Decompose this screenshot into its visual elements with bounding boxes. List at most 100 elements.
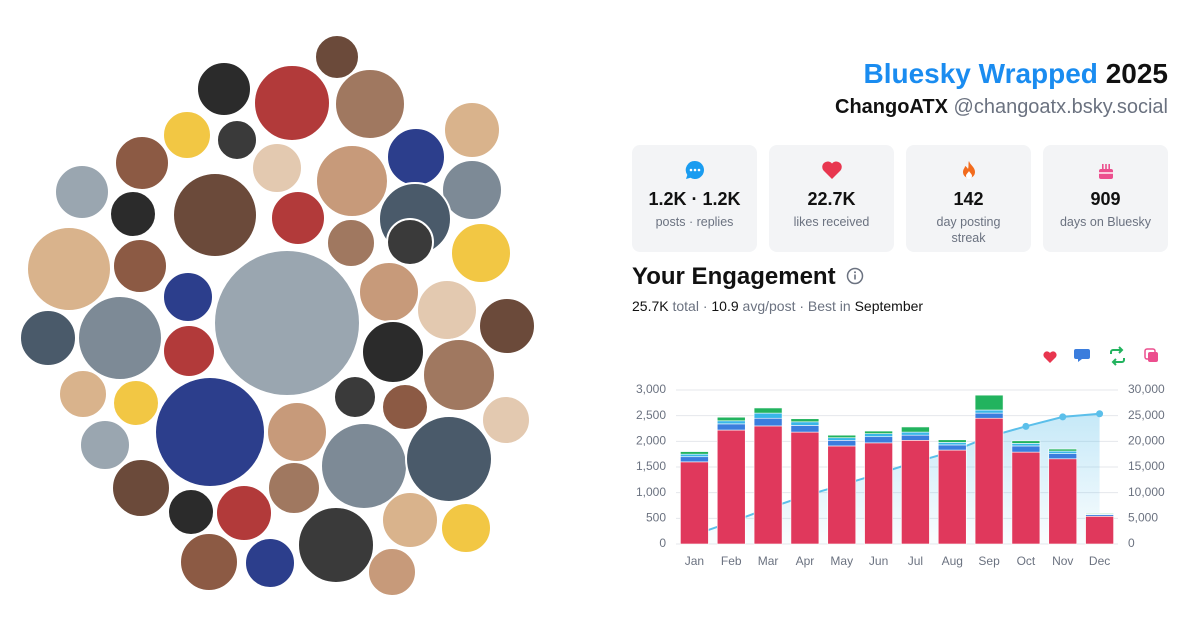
bar-segment: [753, 407, 783, 414]
bar-segment: [974, 417, 1004, 545]
bar-segment: [937, 442, 967, 446]
stat-card: 1.2K · 1.2K posts · replies: [632, 145, 757, 252]
line-point: [985, 433, 993, 441]
avatar: [333, 375, 377, 419]
bar-segment: [901, 434, 930, 441]
bar-segment: [680, 456, 709, 463]
bar-segment: [753, 417, 783, 427]
avatar: [450, 222, 512, 284]
legend-icon[interactable]: [1148, 352, 1158, 362]
bar-segment: [1048, 458, 1078, 545]
avatar: [367, 547, 417, 597]
legend-icon[interactable]: [1144, 348, 1156, 360]
summary: 25.7K total · 10.9 avg/post · Best in Se…: [632, 298, 923, 314]
bar-segment: [827, 440, 857, 447]
avatar: [441, 159, 503, 221]
avatar: [26, 226, 112, 312]
avatar: [196, 61, 252, 117]
bar-segment: [1085, 513, 1114, 516]
avatar: [172, 172, 258, 258]
avatar: [244, 537, 296, 589]
bar-segment: [790, 421, 820, 426]
y2-tick-label: 10,000: [1128, 485, 1165, 499]
avatar: [253, 64, 331, 142]
avatar: [478, 297, 536, 355]
avatar: [334, 68, 406, 140]
x-tick-label: Feb: [721, 554, 742, 568]
avatar: [19, 309, 77, 367]
bar-segment: [937, 449, 967, 545]
bar-segment: [1011, 440, 1041, 444]
x-tick-label: Jan: [685, 554, 704, 568]
avatar: [109, 190, 157, 238]
icon: [1098, 164, 1113, 179]
avatar: [381, 383, 429, 431]
avatar: [162, 110, 212, 160]
y2-tick-label: 20,000: [1128, 434, 1165, 448]
brand: Bluesky Wrapped: [863, 58, 1098, 89]
info-icon[interactable]: [846, 267, 864, 285]
bar-segment: [901, 440, 930, 545]
avatar: [112, 238, 168, 294]
x-tick-label: Dec: [1089, 554, 1110, 568]
y2-tick-label: 0: [1128, 536, 1135, 550]
user: ChangoATX @changoatx.bsky.social: [835, 96, 1168, 119]
line-point: [727, 518, 735, 526]
avatar: [179, 532, 239, 592]
avatar: [386, 218, 434, 266]
bar-segment: [974, 409, 1004, 414]
stat-value: 22.7K: [807, 189, 856, 209]
avatar: [443, 101, 501, 159]
y-tick-label: 2,500: [636, 408, 666, 422]
summary-part: avg/post · Best in: [738, 298, 855, 314]
x-tick-label: Nov: [1052, 554, 1073, 568]
bar-segment: [790, 418, 820, 423]
line: [694, 412, 1100, 536]
line-point: [838, 481, 846, 489]
bar-segment: [716, 429, 746, 545]
bar-segment: [901, 426, 930, 433]
avatar: [77, 295, 163, 381]
bar-segment: [1011, 445, 1041, 453]
avatar: [386, 127, 446, 187]
bar-segment: [753, 425, 783, 545]
line-area: [694, 413, 1100, 544]
bar-segment: [827, 437, 857, 441]
bar-segment: [716, 423, 746, 431]
section-title-text: Your Engagement: [632, 263, 836, 290]
bar-segment: [1085, 515, 1114, 545]
legend-icon[interactable]: [1074, 349, 1090, 362]
y-tick-label: 500: [646, 511, 666, 525]
line-point: [875, 470, 883, 478]
avatar: [266, 401, 328, 463]
avatar: [216, 119, 258, 161]
avatar: [416, 279, 478, 341]
bar-segment: [753, 412, 783, 419]
avatar: [405, 415, 493, 503]
bar-segment: [1085, 514, 1114, 517]
y2-tick-label: 30,000: [1128, 382, 1165, 396]
avatar: [481, 395, 531, 445]
bar-segment: [864, 433, 893, 438]
avatar: [215, 484, 273, 542]
section-title: Your Engagement: [632, 263, 864, 291]
avatar: [358, 261, 420, 323]
avatar: [315, 144, 389, 218]
stat-label: posts · replies: [655, 215, 734, 229]
line-point: [1059, 413, 1067, 421]
year: 2025: [1105, 58, 1168, 89]
line-point: [764, 504, 772, 512]
legend-icon[interactable]: [1043, 351, 1057, 363]
avatar: [167, 488, 215, 536]
y2-tick-label: 5,000: [1128, 511, 1158, 525]
avatar-cloud: [19, 34, 536, 597]
y-tick-label: 1,000: [636, 485, 666, 499]
x-tick-label: Sep: [978, 554, 1000, 568]
legend-icon[interactable]: [1110, 346, 1125, 366]
summary-part: September: [854, 298, 924, 314]
line-point: [1022, 422, 1030, 430]
y2-tick-label: 25,000: [1128, 408, 1165, 422]
avatar: [267, 461, 321, 515]
bar-segment: [1085, 512, 1114, 515]
